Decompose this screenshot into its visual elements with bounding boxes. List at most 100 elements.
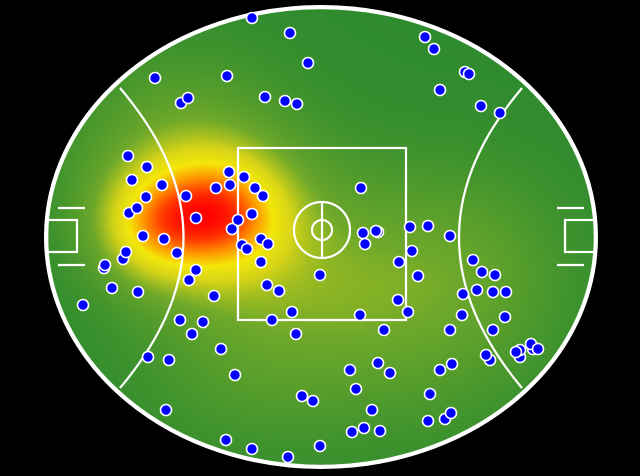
position-marker bbox=[455, 308, 469, 322]
position-marker bbox=[349, 382, 363, 396]
position-marker bbox=[170, 246, 184, 260]
position-marker bbox=[254, 255, 268, 269]
position-marker bbox=[179, 189, 193, 203]
position-marker bbox=[486, 285, 500, 299]
position-marker bbox=[289, 327, 303, 341]
position-marker bbox=[474, 99, 488, 113]
position-marker bbox=[365, 403, 379, 417]
position-marker bbox=[391, 293, 405, 307]
position-marker bbox=[313, 439, 327, 453]
position-marker bbox=[260, 278, 274, 292]
position-marker bbox=[140, 160, 154, 174]
position-marker bbox=[225, 222, 239, 236]
position-marker bbox=[125, 173, 139, 187]
position-marker bbox=[418, 30, 432, 44]
position-marker bbox=[443, 323, 457, 337]
position-marker bbox=[403, 220, 417, 234]
position-marker bbox=[345, 425, 359, 439]
fifty-metre-arc-left bbox=[119, 87, 185, 389]
position-marker bbox=[265, 313, 279, 327]
position-marker bbox=[356, 226, 370, 240]
position-marker bbox=[157, 232, 171, 246]
position-markers bbox=[76, 11, 545, 464]
position-marker bbox=[148, 71, 162, 85]
position-marker bbox=[209, 181, 223, 195]
position-marker bbox=[499, 285, 513, 299]
position-marker bbox=[258, 90, 272, 104]
position-marker bbox=[433, 83, 447, 97]
position-marker bbox=[189, 263, 203, 277]
position-marker bbox=[240, 242, 254, 256]
position-marker bbox=[162, 353, 176, 367]
position-marker bbox=[377, 323, 391, 337]
position-marker bbox=[261, 237, 275, 251]
oval-boundary bbox=[45, 6, 597, 468]
position-marker bbox=[392, 255, 406, 269]
position-marker bbox=[401, 305, 415, 319]
position-marker bbox=[155, 178, 169, 192]
position-marker bbox=[479, 348, 493, 362]
position-marker bbox=[313, 268, 327, 282]
position-marker bbox=[76, 298, 90, 312]
position-marker bbox=[488, 268, 502, 282]
position-marker bbox=[405, 244, 419, 258]
position-marker bbox=[98, 258, 112, 272]
position-marker bbox=[173, 313, 187, 327]
position-marker bbox=[248, 181, 262, 195]
position-marker bbox=[531, 342, 545, 356]
position-marker bbox=[220, 69, 234, 83]
position-marker bbox=[462, 67, 476, 81]
position-marker bbox=[182, 273, 196, 287]
position-marker bbox=[223, 178, 237, 192]
position-marker bbox=[283, 26, 297, 40]
position-marker bbox=[486, 323, 500, 337]
position-marker bbox=[444, 406, 458, 420]
position-marker bbox=[228, 368, 242, 382]
position-marker bbox=[357, 421, 371, 435]
goal-square-right bbox=[563, 218, 595, 254]
position-marker bbox=[443, 229, 457, 243]
position-marker bbox=[427, 42, 441, 56]
position-marker bbox=[354, 181, 368, 195]
position-marker bbox=[196, 315, 210, 329]
position-marker bbox=[475, 265, 489, 279]
position-marker bbox=[105, 281, 119, 295]
position-marker bbox=[256, 189, 270, 203]
position-marker bbox=[119, 245, 133, 259]
position-marker bbox=[371, 356, 385, 370]
fifty-metre-arc-right bbox=[457, 87, 523, 389]
position-marker bbox=[222, 165, 236, 179]
position-marker bbox=[231, 213, 245, 227]
position-marker bbox=[423, 387, 437, 401]
position-marker bbox=[306, 394, 320, 408]
center-square bbox=[236, 146, 408, 322]
position-marker bbox=[445, 357, 459, 371]
position-marker bbox=[181, 91, 195, 105]
position-marker bbox=[272, 284, 286, 298]
position-marker bbox=[369, 224, 383, 238]
position-marker bbox=[285, 305, 299, 319]
position-marker bbox=[219, 433, 233, 447]
position-marker bbox=[189, 211, 203, 225]
position-marker bbox=[245, 442, 259, 456]
position-marker bbox=[373, 424, 387, 438]
position-marker bbox=[237, 170, 251, 184]
position-marker bbox=[353, 308, 367, 322]
position-marker bbox=[245, 11, 259, 25]
position-marker bbox=[131, 285, 145, 299]
position-marker bbox=[498, 310, 512, 324]
position-marker bbox=[121, 149, 135, 163]
position-marker bbox=[185, 327, 199, 341]
position-marker bbox=[141, 350, 155, 364]
position-marker bbox=[421, 414, 435, 428]
position-marker bbox=[295, 389, 309, 403]
position-marker bbox=[358, 237, 372, 251]
position-marker bbox=[456, 287, 470, 301]
position-marker bbox=[301, 56, 315, 70]
position-marker bbox=[343, 363, 357, 377]
goal-square-left bbox=[47, 218, 79, 254]
position-marker bbox=[278, 94, 292, 108]
position-marker bbox=[466, 253, 480, 267]
